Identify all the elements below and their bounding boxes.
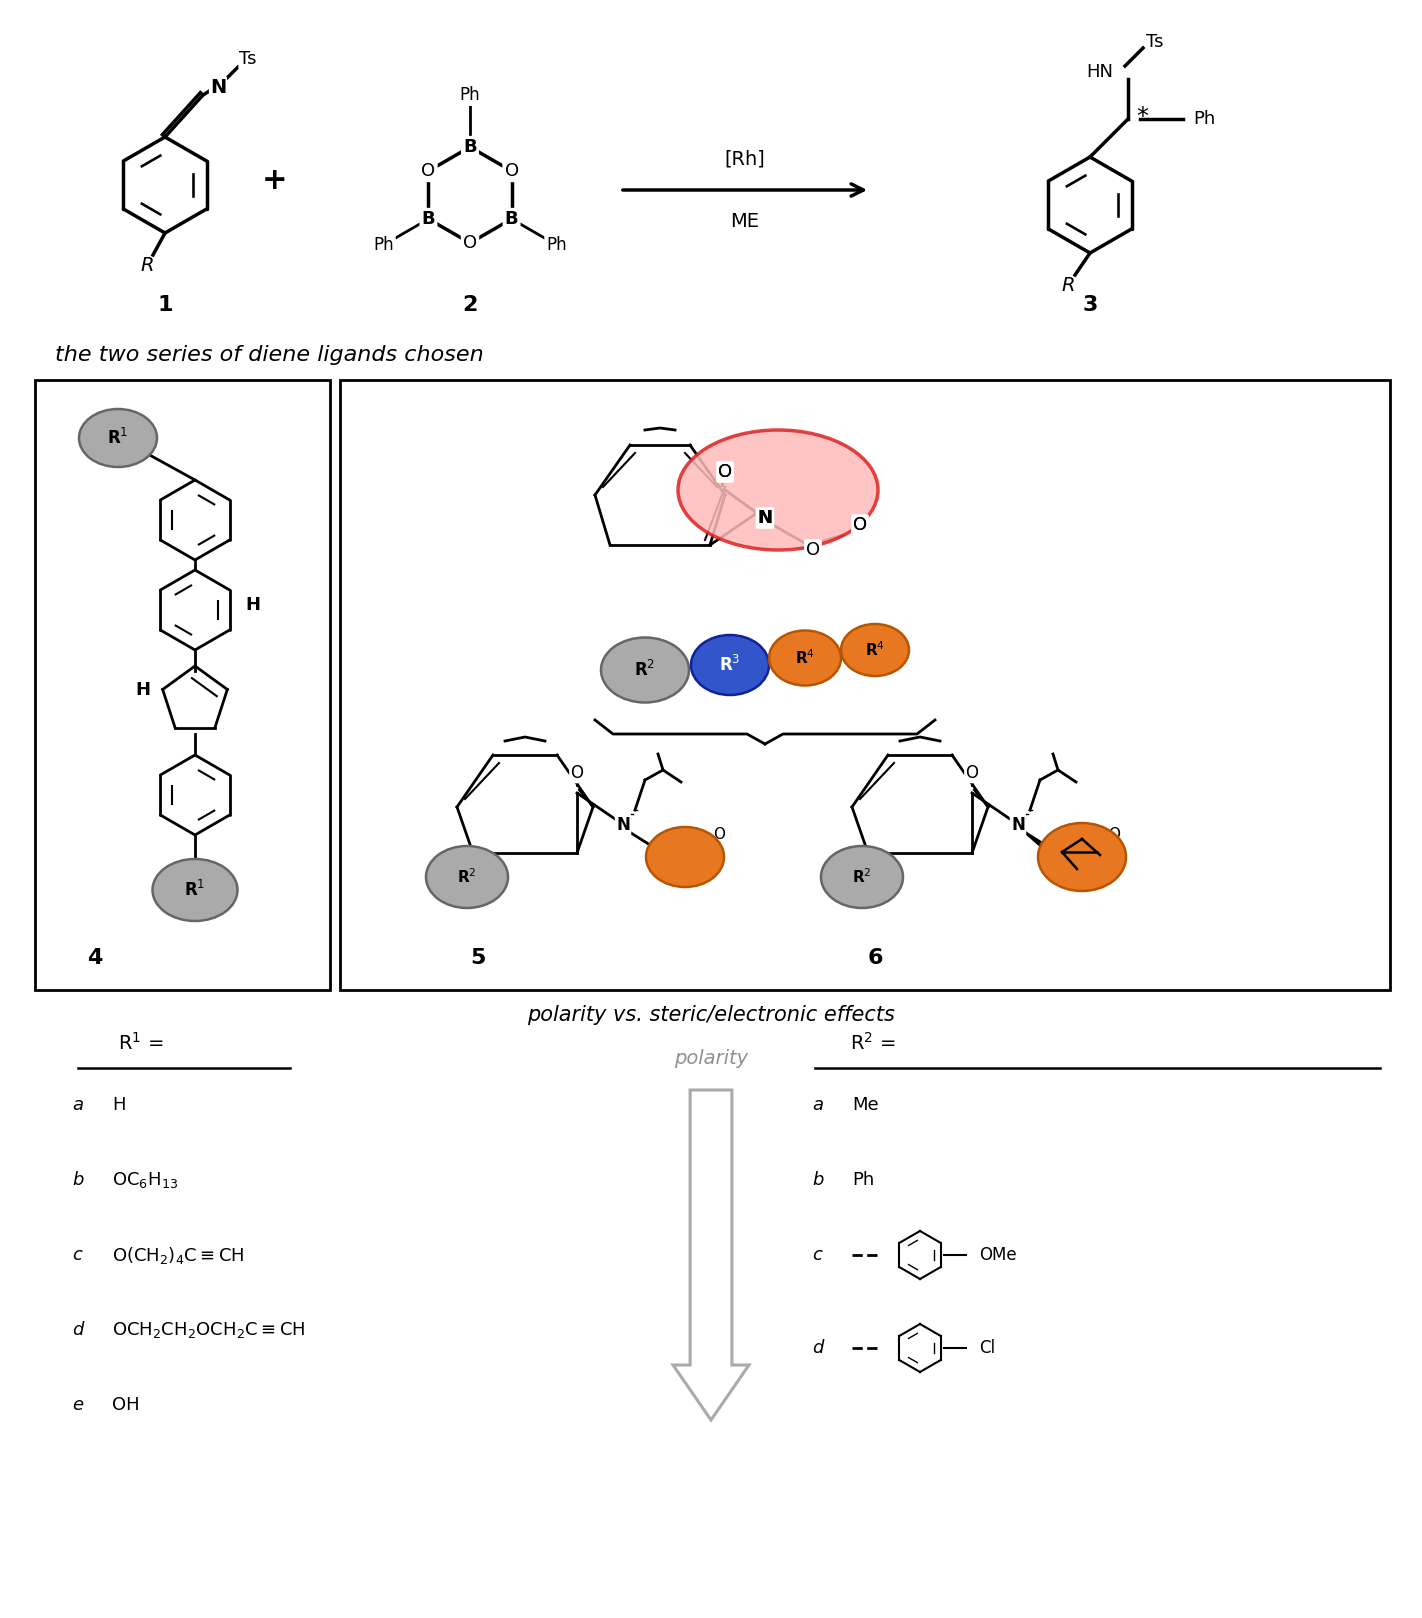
Text: B: B (464, 138, 476, 155)
Text: O: O (853, 516, 867, 534)
Text: polarity vs. steric/electronic effects: polarity vs. steric/electronic effects (528, 1005, 894, 1024)
Text: R$^1$: R$^1$ (185, 880, 206, 900)
Text: +: + (262, 165, 287, 194)
Text: 5: 5 (471, 948, 486, 968)
Text: O: O (1059, 853, 1072, 867)
Text: O: O (570, 764, 583, 781)
Text: Me: Me (852, 1095, 879, 1115)
FancyBboxPatch shape (36, 380, 330, 990)
Ellipse shape (646, 827, 724, 887)
Text: ME: ME (731, 212, 759, 231)
Text: OMe: OMe (978, 1246, 1017, 1264)
Text: H: H (135, 681, 151, 699)
Text: Cl: Cl (978, 1340, 995, 1358)
Text: d: d (73, 1320, 84, 1340)
Text: *: * (1136, 105, 1148, 129)
Text: B: B (505, 210, 519, 228)
Text: R$^3$: R$^3$ (720, 655, 741, 675)
Ellipse shape (1038, 824, 1126, 892)
Text: the two series of diene ligands chosen: the two series of diene ligands chosen (55, 345, 483, 366)
Ellipse shape (602, 637, 690, 702)
Text: O: O (1108, 827, 1121, 841)
Text: Ts: Ts (1146, 32, 1163, 52)
Text: a: a (73, 1095, 82, 1115)
Text: b: b (73, 1171, 84, 1189)
Text: c: c (812, 1246, 822, 1264)
Text: O: O (421, 162, 435, 180)
Text: Ph: Ph (1193, 110, 1216, 128)
Text: 1: 1 (158, 294, 172, 316)
Ellipse shape (678, 430, 877, 550)
Text: O(CH$_2$)$_4$C$\equiv$CH: O(CH$_2$)$_4$C$\equiv$CH (112, 1244, 245, 1265)
Text: Ph: Ph (852, 1171, 875, 1189)
Text: Ph: Ph (546, 236, 567, 254)
Text: 2: 2 (462, 294, 478, 316)
Text: c: c (73, 1246, 82, 1264)
Text: O: O (505, 162, 519, 180)
Ellipse shape (840, 625, 909, 676)
Text: 6: 6 (867, 948, 883, 968)
Text: N: N (758, 510, 772, 527)
FancyBboxPatch shape (340, 380, 1389, 990)
Text: H: H (112, 1095, 125, 1115)
Text: 4: 4 (87, 948, 102, 968)
Text: N: N (1011, 815, 1025, 833)
Text: O: O (718, 463, 732, 481)
Text: O: O (718, 463, 732, 481)
Text: 3: 3 (1082, 294, 1098, 316)
Text: R$^4$: R$^4$ (795, 649, 815, 667)
Text: B: B (421, 210, 435, 228)
Text: N: N (616, 815, 630, 833)
Text: R$^2$ =: R$^2$ = (850, 1032, 896, 1053)
Text: b: b (812, 1171, 823, 1189)
Text: HN: HN (1086, 63, 1113, 81)
Text: d: d (812, 1340, 823, 1358)
Text: OH: OH (112, 1396, 139, 1414)
Text: R$^2$: R$^2$ (634, 660, 656, 680)
Text: R: R (1061, 275, 1075, 294)
Text: R$^2$: R$^2$ (852, 867, 872, 887)
Ellipse shape (427, 846, 508, 908)
Text: N: N (758, 510, 772, 527)
Text: R: R (141, 256, 154, 275)
Text: polarity: polarity (674, 1048, 748, 1068)
Ellipse shape (691, 634, 769, 696)
Polygon shape (673, 1091, 749, 1421)
Text: e: e (73, 1396, 82, 1414)
Text: O: O (806, 540, 820, 558)
Ellipse shape (152, 859, 237, 921)
Text: a: a (812, 1095, 823, 1115)
Text: OCH$_2$CH$_2$OCH$_2$C$\equiv$CH: OCH$_2$CH$_2$OCH$_2$C$\equiv$CH (112, 1320, 306, 1340)
Text: R$^1$: R$^1$ (107, 427, 128, 448)
Text: O: O (966, 764, 978, 781)
Text: O: O (712, 827, 725, 841)
Text: Ph: Ph (459, 86, 481, 104)
Text: [Rh]: [Rh] (725, 149, 765, 168)
Text: Ts: Ts (239, 50, 257, 68)
Ellipse shape (820, 846, 903, 908)
Text: Ph: Ph (373, 236, 394, 254)
Text: O: O (464, 235, 476, 252)
Text: H: H (246, 595, 260, 613)
Text: OC$_6$H$_{13}$: OC$_6$H$_{13}$ (112, 1170, 178, 1189)
Ellipse shape (769, 631, 840, 686)
Text: R$^1$ =: R$^1$ = (118, 1032, 164, 1053)
Text: R$^2$: R$^2$ (458, 867, 476, 887)
Text: R$^4$: R$^4$ (865, 641, 884, 660)
Ellipse shape (80, 409, 156, 468)
Text: N: N (210, 78, 226, 97)
Text: O: O (665, 853, 677, 867)
Text: O: O (853, 516, 867, 534)
